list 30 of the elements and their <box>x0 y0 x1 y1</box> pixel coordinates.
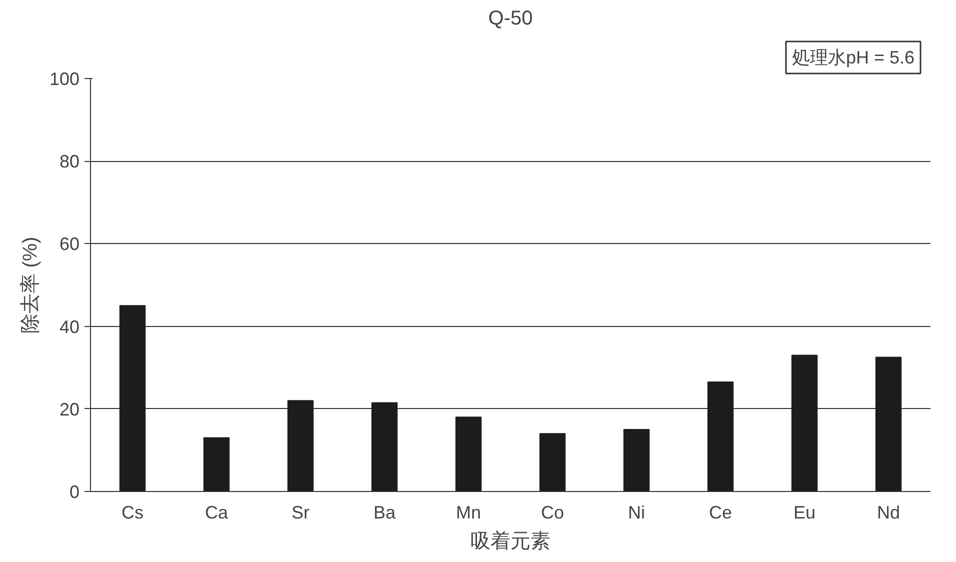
y-tick-label: 80 <box>59 152 80 172</box>
x-tick-label: Ba <box>373 502 396 522</box>
bar <box>707 382 734 492</box>
x-axis-title: 吸着元素 <box>470 530 550 552</box>
bar <box>875 356 902 492</box>
x-tick-label: Co <box>540 502 564 522</box>
text: 処理水pH = 5.6 <box>792 48 914 68</box>
y-tick-label: 0 <box>69 482 80 502</box>
x-tick-label: Eu <box>793 502 816 522</box>
x-tick-label: Cs <box>122 502 144 522</box>
x-tick-label: Ca <box>204 502 229 522</box>
bar <box>287 400 314 492</box>
bar <box>791 354 818 492</box>
x-tick-label: Sr <box>292 502 310 522</box>
y-tick-label: 100 <box>49 69 80 89</box>
bar <box>623 429 650 492</box>
bar <box>203 437 230 492</box>
y-tick-label: 60 <box>59 234 80 254</box>
y-tick-label: 40 <box>59 316 80 337</box>
y-tick-label: 20 <box>59 399 80 420</box>
y-axis-title: 除去率 (%) <box>19 236 42 334</box>
x-tick-label: Mn <box>456 502 482 522</box>
bar <box>539 433 566 492</box>
x-tick-label: Ni <box>628 502 645 522</box>
x-tick-label: Nd <box>876 502 900 522</box>
bar <box>455 416 482 492</box>
bar <box>119 305 146 492</box>
bar <box>371 402 398 492</box>
chart-title: Q-50 <box>488 8 533 30</box>
x-tick-label: Ce <box>708 502 732 522</box>
